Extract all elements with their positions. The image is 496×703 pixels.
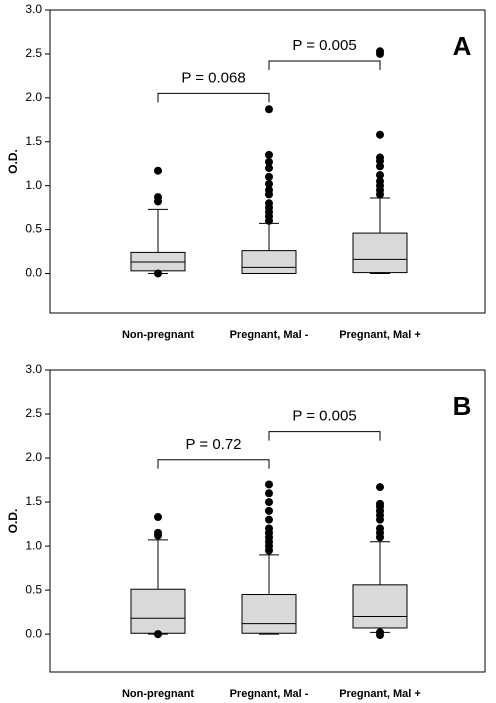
outlier <box>265 199 273 208</box>
y-tick-label: 0.5 <box>25 222 42 236</box>
x-tick-label: Non-pregnant <box>122 329 194 341</box>
outlier <box>265 172 273 181</box>
outlier <box>376 499 384 508</box>
p-value-label: P = 0.72 <box>185 436 241 453</box>
y-tick-label: 3.0 <box>25 362 42 376</box>
outlier <box>265 186 273 195</box>
y-tick-label: 1.0 <box>25 538 42 552</box>
y-tick-label: 2.0 <box>25 450 42 464</box>
outlier <box>376 483 384 492</box>
outlier <box>265 489 273 498</box>
outlier <box>265 515 273 524</box>
outlier <box>376 177 384 186</box>
y-tick-label: 3.0 <box>25 2 42 16</box>
outlier <box>154 193 162 202</box>
outlier <box>265 506 273 515</box>
outlier <box>265 157 273 166</box>
y-tick-label: 2.5 <box>25 46 42 60</box>
outlier <box>265 524 273 533</box>
box <box>352 584 408 629</box>
panel-label: B <box>453 391 472 421</box>
y-tick-label: 0.0 <box>25 626 42 640</box>
outlier <box>154 513 162 522</box>
outlier <box>154 166 162 175</box>
y-tick-label: 1.0 <box>25 178 42 192</box>
outlier <box>376 628 384 637</box>
outlier <box>376 171 384 180</box>
significance-bracket <box>268 431 381 441</box>
outlier <box>154 528 162 537</box>
outlier <box>265 498 273 507</box>
x-tick-label: Pregnant, Mal - <box>230 329 309 341</box>
outlier <box>265 164 273 173</box>
plot-frame <box>49 369 486 673</box>
p-value-label: P = 0.005 <box>292 37 356 54</box>
x-tick-label: Pregnant, Mal + <box>339 329 421 341</box>
y-tick-label: 0.5 <box>25 582 42 596</box>
p-value-label: P = 0.068 <box>181 69 245 86</box>
outlier <box>154 630 162 639</box>
x-tick-label: Non-pregnant <box>122 688 194 700</box>
y-axis-label: O.D. <box>6 509 20 534</box>
x-tick-label: Pregnant, Mal - <box>230 688 309 700</box>
y-tick-label: 1.5 <box>25 134 42 148</box>
significance-bracket <box>268 60 381 70</box>
outlier <box>376 153 384 162</box>
y-tick-label: 1.5 <box>25 494 42 508</box>
box <box>352 232 408 274</box>
significance-bracket <box>157 92 270 103</box>
outlier <box>265 150 273 159</box>
box <box>130 588 186 634</box>
box <box>241 594 297 634</box>
y-tick-label: 0.0 <box>25 266 42 280</box>
y-axis-label: O.D. <box>6 149 20 174</box>
outlier <box>376 47 384 56</box>
panel-label: A <box>453 31 472 61</box>
outlier <box>376 524 384 533</box>
y-tick-label: 2.0 <box>25 90 42 104</box>
p-value-label: P = 0.005 <box>292 408 356 425</box>
significance-bracket <box>157 459 270 469</box>
outlier <box>265 480 273 489</box>
y-tick-label: 2.5 <box>25 406 42 420</box>
outlier <box>376 130 384 139</box>
plot-frame <box>49 9 486 314</box>
box <box>241 250 297 274</box>
outlier <box>265 105 273 114</box>
outlier <box>154 269 162 278</box>
outlier <box>265 179 273 188</box>
x-tick-label: Pregnant, Mal + <box>339 688 421 700</box>
